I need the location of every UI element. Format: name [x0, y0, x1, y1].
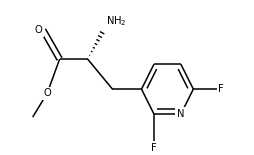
- Text: F: F: [151, 143, 157, 153]
- Text: NH$_2$: NH$_2$: [106, 14, 126, 28]
- Text: O: O: [34, 25, 42, 35]
- Text: F: F: [218, 84, 224, 94]
- Text: O: O: [43, 88, 51, 98]
- Text: N: N: [177, 109, 185, 119]
